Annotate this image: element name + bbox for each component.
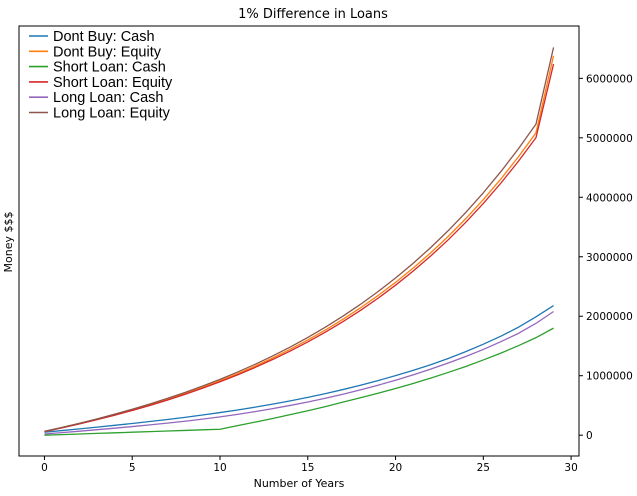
y-tick-label: 4000000 xyxy=(586,192,633,204)
x-axis-label: Number of Years xyxy=(254,477,345,490)
x-tick-label: 15 xyxy=(301,462,314,474)
series-line-2 xyxy=(44,327,554,436)
y-tick-label: 2000000 xyxy=(586,311,633,323)
legend-label-3: Short Loan: Equity xyxy=(53,75,173,91)
y-tick-label: 6000000 xyxy=(586,73,633,85)
x-tick-label: 30 xyxy=(564,462,577,474)
series-line-4 xyxy=(44,310,554,435)
plot-area xyxy=(44,47,555,436)
legend-label-2: Short Loan: Cash xyxy=(53,60,166,76)
x-axis: 0 5 10 15 20 25 30 xyxy=(41,456,578,474)
series-line-5 xyxy=(44,47,555,432)
y-axis: 0 1000000 2000000 3000000 4000000 5000000 6000… xyxy=(579,73,633,442)
axes-frame xyxy=(18,25,580,457)
y-tick-label: 1000000 xyxy=(586,371,633,383)
legend-label-4: Long Loan: Cash xyxy=(53,90,163,106)
y-tick-label: 3000000 xyxy=(586,252,633,264)
chart-title: 1% Difference in Loans xyxy=(238,7,388,22)
x-tick-label: 10 xyxy=(213,462,226,474)
legend-label-5: Long Loan: Equity xyxy=(53,106,171,122)
y-axis-label: Money $$$ xyxy=(2,212,15,273)
x-tick-label: 0 xyxy=(41,462,48,474)
x-tick-label: 20 xyxy=(389,462,402,474)
legend-label-1: Dont Buy: Equity xyxy=(53,44,162,60)
series-line-0 xyxy=(44,304,554,433)
y-tick-label: 5000000 xyxy=(586,133,633,145)
x-tick-label: 25 xyxy=(477,462,490,474)
x-tick-label: 5 xyxy=(129,462,136,474)
y-tick-label: 0 xyxy=(586,430,593,442)
series-line-3 xyxy=(44,63,555,433)
legend-label-0: Dont Buy: Cash xyxy=(53,29,155,45)
